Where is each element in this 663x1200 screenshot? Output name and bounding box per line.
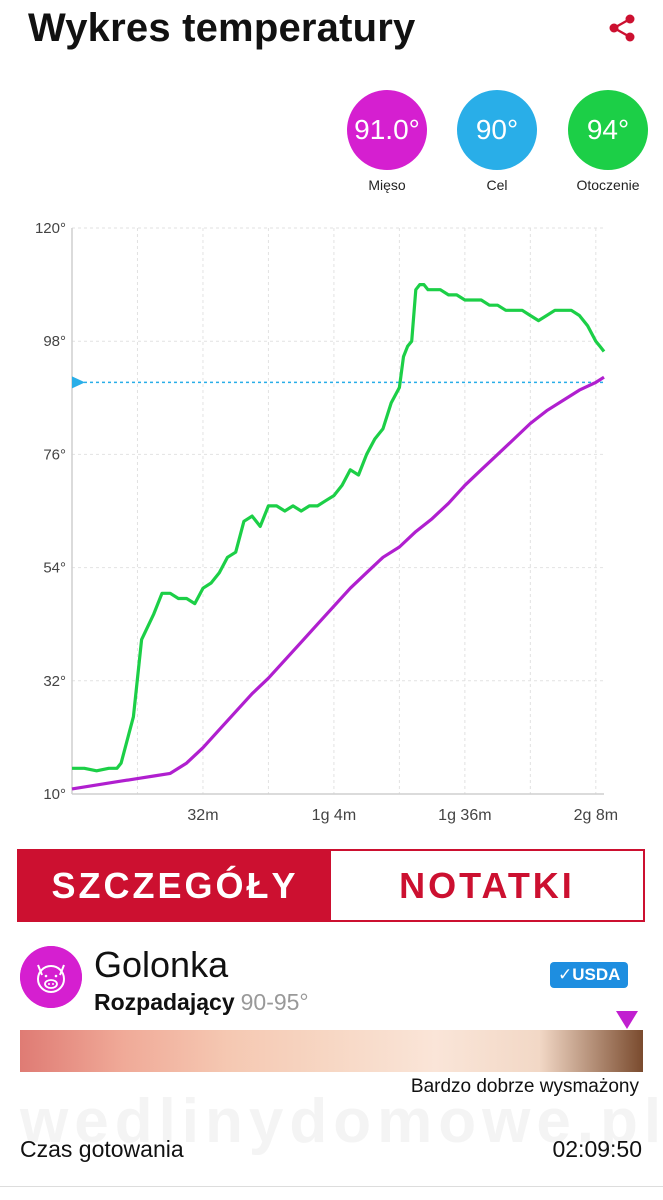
cook-time-value: 02:09:50 [552, 1136, 642, 1162]
probe-meat-label: Mięso [368, 177, 406, 193]
doneness-segment [331, 1030, 393, 1072]
app-header: Wykres temperatury [0, 0, 663, 70]
doneness-segment [20, 1030, 145, 1072]
doneness-segment [145, 1030, 207, 1072]
probe-ambient-value: 94° [568, 90, 648, 170]
doneness-bar-label: Bardzo dobrze wysmażony [410, 1076, 639, 1097]
pig-icon [20, 946, 82, 1008]
usda-badge[interactable]: ✓USDA [550, 962, 629, 988]
doneness-segment [207, 1030, 332, 1072]
doneness-marker [616, 1011, 638, 1029]
probe-ambient: 94° Otoczenie [558, 90, 658, 193]
doneness-range: 90-95° [240, 989, 309, 1015]
doneness-segment [394, 1030, 519, 1072]
cook-time-row: Czas gotowania 02:09:50 [20, 1136, 642, 1163]
doneness-bar [20, 1030, 643, 1072]
probe-meat: 91.0° Mięso [337, 90, 437, 193]
x-tick-label: 2g 8m [574, 807, 618, 824]
probe-ambient-label: Otoczenie [576, 177, 640, 193]
doneness-segment [581, 1030, 643, 1072]
y-tick-label: 76° [43, 446, 66, 463]
check-icon: ✓ [558, 965, 573, 984]
usda-label: USDA [572, 965, 621, 984]
probe-target-value: 90° [457, 90, 537, 170]
y-tick-label: 98° [43, 333, 66, 350]
tab-bar: SZCZEGÓŁY NOTATKI [17, 849, 645, 922]
cook-time-label: Czas gotowania [20, 1136, 184, 1162]
watermark: wedlinydomowe.pl [20, 1087, 663, 1156]
y-tick-label: 10° [43, 786, 66, 803]
divider [0, 1186, 663, 1187]
series-line [71, 375, 605, 791]
target-marker-icon [72, 376, 85, 389]
x-tick-label: 1g 4m [312, 807, 356, 824]
y-tick-label: 32° [43, 673, 66, 690]
probe-meat-value: 91.0° [347, 90, 427, 170]
meat-info: Golonka Rozpadający 90-95° ✓USDA [20, 942, 645, 1015]
meat-name: Golonka [94, 944, 229, 985]
x-tick-label: 1g 36m [438, 807, 491, 824]
y-tick-label: 54° [43, 560, 66, 577]
temperature-chart: 120° 98° 76° 54° 32° 10° 32m 1g 4m 1g 36m 2g 8m [0, 210, 663, 830]
probe-target: 90° Cel [447, 90, 547, 193]
probe-target-label: Cel [486, 177, 508, 193]
x-tick-label: 32m [187, 807, 218, 824]
tab-details[interactable]: SZCZEGÓŁY [19, 851, 331, 920]
share-icon[interactable] [606, 12, 638, 44]
page-title: Wykres temperatury [28, 6, 416, 50]
doneness-label: Rozpadający [94, 989, 235, 1015]
y-tick-label: 120° [35, 220, 66, 237]
temperature-chart-svg: 120° 98° 76° 54° 32° 10° 32m 1g 4m 1g 36m 2g 8m [35, 220, 618, 824]
tab-notes[interactable]: NOTATKI [331, 851, 643, 920]
series-line [72, 283, 606, 773]
doneness-level: Rozpadający 90-95° [94, 989, 309, 1016]
doneness-segment [518, 1030, 580, 1072]
